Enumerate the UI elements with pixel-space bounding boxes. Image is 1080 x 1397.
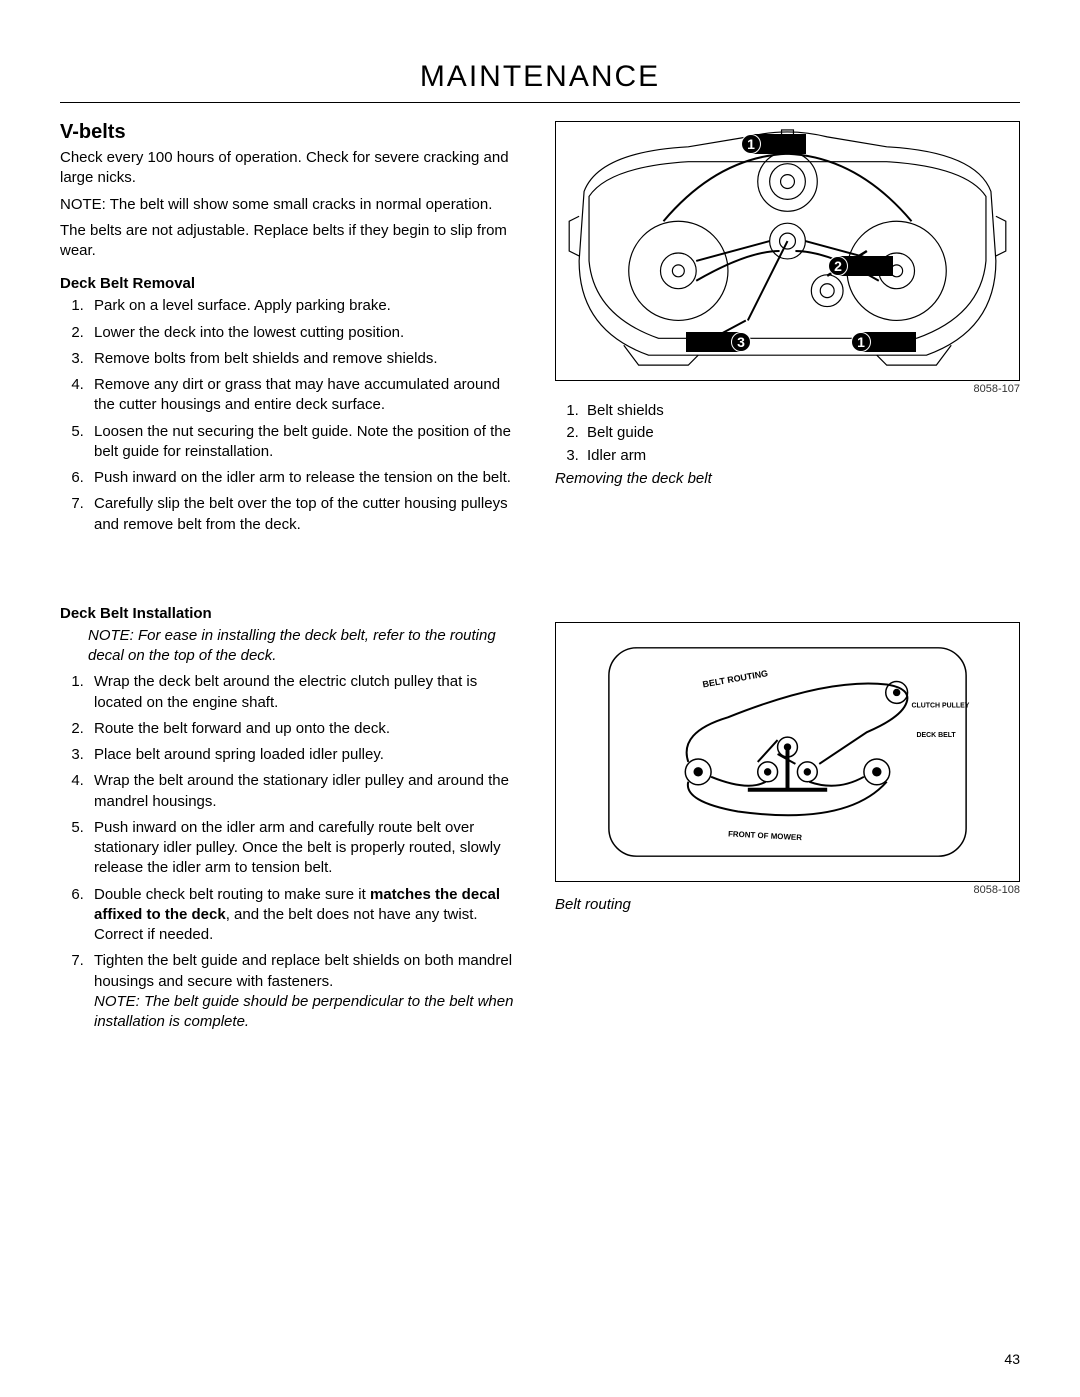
removal-step: Loosen the nut securing the belt guide. …	[88, 422, 525, 463]
callout-num: 1	[741, 134, 761, 154]
install-step7-note: NOTE: The belt guide should be perpendic…	[94, 993, 513, 1030]
figure-belt-routing: BELT ROUTING CLUTCH PULLEY DECK BELT FRO…	[555, 622, 1020, 882]
install-steps: Wrap the deck belt around the electric c…	[60, 672, 525, 1032]
install-step-7: Tighten the belt guide and replace belt …	[88, 951, 525, 1032]
label-belt-routing: BELT ROUTING	[702, 668, 769, 689]
label-front-of-mower: FRONT OF MOWER	[728, 829, 803, 842]
removal-step: Park on a level surface. Apply parking b…	[88, 296, 525, 316]
page-number: 43	[1004, 1351, 1020, 1367]
install-step: Route the belt forward and up onto the d…	[88, 719, 525, 739]
figure1-code: 8058-107	[555, 383, 1020, 395]
vbelts-p2: NOTE: The belt will show some small crac…	[60, 195, 525, 215]
install-step-6: Double check belt routing to make sure i…	[88, 885, 525, 946]
vbelts-p1: Check every 100 hours of operation. Chec…	[60, 148, 525, 189]
removal-step: Remove bolts from belt shields and remov…	[88, 349, 525, 369]
removal-step: Push inward on the idler arm to release …	[88, 468, 525, 488]
removal-step: Lower the deck into the lowest cutting p…	[88, 323, 525, 343]
label-deck-belt: DECK BELT	[917, 732, 957, 739]
figure-deck-belt: 1 2 3 1	[555, 121, 1020, 381]
removal-step: Carefully slip the belt over the top of …	[88, 494, 525, 535]
page-title: MAINTENANCE	[60, 60, 1020, 103]
install-step6-pre: Double check belt routing to make sure i…	[94, 886, 370, 903]
vbelts-p3: The belts are not adjustable. Replace be…	[60, 221, 525, 262]
install-step: Place belt around spring loaded idler pu…	[88, 745, 525, 765]
legend-item: Belt shields	[583, 401, 1020, 421]
install-heading: Deck Belt Installation	[60, 605, 525, 622]
callout-num: 1	[851, 332, 871, 352]
removal-step: Remove any dirt or grass that may have a…	[88, 375, 525, 416]
removal-steps: Park on a level surface. Apply parking b…	[60, 296, 525, 535]
figure2-caption: Belt routing	[555, 896, 1020, 913]
removal-heading: Deck Belt Removal	[60, 275, 525, 292]
legend-item: Belt guide	[583, 423, 1020, 443]
callout-3: 3	[686, 332, 741, 352]
install-block: Deck Belt Installation NOTE: For ease in…	[60, 605, 525, 1033]
figure2-code: 8058-108	[555, 884, 1020, 896]
callout-1a: 1	[751, 134, 806, 154]
callout-2: 2	[838, 256, 893, 276]
left-column: V-belts Check every 100 hours of operati…	[60, 121, 525, 1040]
install-step: Wrap the deck belt around the electric c…	[88, 672, 525, 713]
callout-num: 3	[731, 332, 751, 352]
install-step7-text: Tighten the belt guide and replace belt …	[94, 952, 512, 989]
vbelts-heading: V-belts	[60, 121, 525, 144]
install-step: Wrap the belt around the stationary idle…	[88, 771, 525, 812]
figure1-legend: Belt shields Belt guide Idler arm	[555, 401, 1020, 466]
right-column: 1 2 3 1 8058-107 Belt shields Belt guide…	[555, 121, 1020, 1040]
callout-1b: 1	[861, 332, 916, 352]
legend-item: Idler arm	[583, 446, 1020, 466]
callout-num: 2	[828, 256, 848, 276]
belt-routing-svg: BELT ROUTING CLUTCH PULLEY DECK BELT FRO…	[556, 623, 1019, 881]
deck-belt-svg	[556, 122, 1019, 380]
label-clutch-pulley: CLUTCH PULLEY	[912, 702, 970, 709]
install-note-top: NOTE: For ease in installing the deck be…	[88, 626, 525, 667]
install-step: Push inward on the idler arm and careful…	[88, 818, 525, 879]
figure1-caption: Removing the deck belt	[555, 470, 1020, 487]
two-column-layout: V-belts Check every 100 hours of operati…	[60, 121, 1020, 1040]
